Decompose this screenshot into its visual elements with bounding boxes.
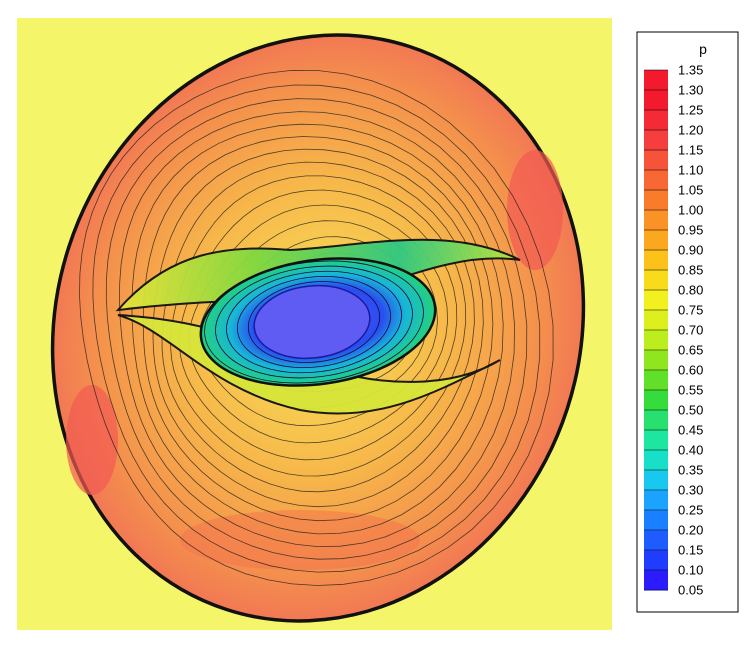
colorbar-tick-label: 0.90	[678, 243, 703, 258]
colorbar-swatch	[644, 410, 668, 431]
colorbar-tick-label: 1.10	[678, 163, 703, 178]
core-contour-ring	[204, 260, 424, 384]
core-contour-rings	[204, 260, 424, 384]
colorbar-swatch	[644, 570, 668, 591]
colorbar-swatch	[644, 370, 668, 391]
colorbar-tick-label: 0.30	[678, 483, 703, 498]
high-pressure-patch	[66, 385, 118, 495]
colorbar-swatch	[644, 350, 668, 371]
colorbar-swatch	[644, 270, 668, 291]
colorbar-tick-label: 0.85	[678, 263, 703, 278]
contour-line	[161, 161, 475, 493]
high-pressure-patch	[507, 150, 563, 270]
colorbar-tick-label: 1.05	[678, 183, 703, 198]
core-contour-ring	[247, 281, 381, 363]
colorbar-tick-label: 0.60	[678, 363, 703, 378]
contour-line	[118, 111, 516, 548]
colorbar-swatch	[644, 190, 668, 211]
colorbar-tick-label: 1.15	[678, 143, 703, 158]
colorbar-swatch	[644, 490, 668, 511]
contour-line	[79, 69, 554, 586]
colorbar-tick-label: 0.55	[678, 383, 703, 398]
contour-line	[105, 98, 528, 560]
colorbar-tick-label: 1.35	[678, 63, 703, 78]
colorbar-swatch	[644, 170, 668, 191]
colorbar-tick-label: 0.40	[678, 443, 703, 458]
colorbar-swatch	[644, 470, 668, 491]
colorbar-tick-label: 1.30	[678, 83, 703, 98]
colorbar-tick-label: 0.15	[678, 543, 703, 558]
colorbar-swatch	[644, 530, 668, 551]
vortex-center	[253, 284, 371, 360]
contour-line	[152, 148, 484, 508]
colorbar-swatch	[644, 450, 668, 471]
core-contour-ring	[236, 275, 392, 369]
colorbar-tick-label: 0.10	[678, 563, 703, 578]
core-contour-ring	[215, 265, 413, 379]
colorbar-tick-label: 0.75	[678, 303, 703, 318]
colorbar-tick-label: 1.00	[678, 203, 703, 218]
colorbar-tick-label: 0.95	[678, 223, 703, 238]
colorbar-tick-label: 0.50	[678, 403, 703, 418]
colorbar-title: p	[699, 41, 707, 57]
colorbar-swatch	[644, 250, 668, 271]
colorbar-swatch	[644, 510, 668, 531]
contour-line	[142, 136, 494, 522]
colorbar-tick-label: 0.25	[678, 503, 703, 518]
colorbar-swatch	[644, 110, 668, 131]
high-pressure-patch	[180, 510, 420, 570]
colorbar-swatch	[644, 550, 668, 571]
colorbar-tick-label: 0.20	[678, 523, 703, 538]
contour-line	[131, 123, 504, 535]
colorbar-swatch	[644, 130, 668, 151]
colorbar-swatch	[644, 150, 668, 171]
colorbar-swatch	[644, 230, 668, 251]
colorbar-swatch	[644, 430, 668, 451]
colorbar-swatch	[644, 70, 668, 91]
colorbar: 0.05 0.10 0.15 0.20 0.25 0.30 0.35 0.40 0.45 0.50…	[644, 63, 703, 598]
colorbar-swatch	[644, 210, 668, 231]
colorbar-tick-label: 0.35	[678, 463, 703, 478]
colorbar-tick-label: 0.65	[678, 343, 703, 358]
colorbar-tick-label: 0.70	[678, 323, 703, 338]
colorbar-swatch	[644, 390, 668, 411]
colorbar-tick-label: 0.45	[678, 423, 703, 438]
colorbar-tick-label: 0.80	[678, 283, 703, 298]
colorbar-tick-label: 0.05	[678, 583, 703, 598]
colorbar-tick-label: 1.25	[678, 103, 703, 118]
contour-line	[170, 175, 467, 477]
colorbar-swatch	[644, 330, 668, 351]
core-contour-ring	[226, 270, 402, 374]
colorbar-tick-label: 1.20	[678, 123, 703, 138]
colorbar-swatch	[644, 310, 668, 331]
colorbar-swatch	[644, 290, 668, 311]
contour-line	[92, 84, 541, 573]
colorbar-swatch	[644, 90, 668, 111]
